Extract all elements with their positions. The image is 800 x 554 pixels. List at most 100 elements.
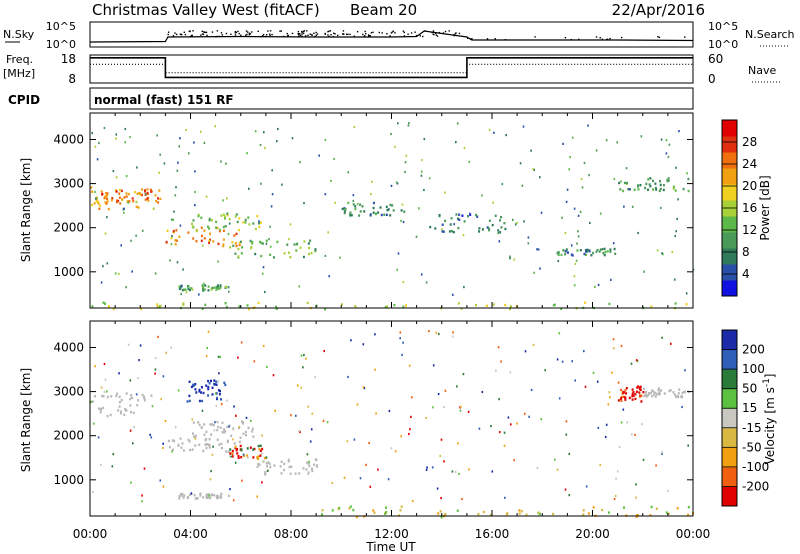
nsky-point [453,34,455,37]
range-cell [267,461,270,464]
range-cell [115,176,118,179]
range-cell [118,272,120,275]
range-cell [100,281,103,284]
nsky-point [422,35,424,38]
range-cell [234,252,237,255]
nsky-point [267,30,269,32]
range-cell [652,179,654,183]
range-cell [587,124,589,127]
range-cell [386,209,389,212]
range-cell [200,226,203,229]
range-cell [372,509,375,512]
range-cell [103,390,106,394]
range-cell [530,388,533,391]
range-cell [307,242,310,245]
range-cell [518,512,521,515]
range-cell [385,205,388,209]
range-cell [486,226,489,229]
range-cell [452,331,454,334]
range-cell [219,284,222,287]
range-cell [156,134,158,137]
range-cell [314,458,317,461]
freq-tick-bottom: 8 [68,72,76,86]
range-cell [207,225,209,228]
range-cell [137,206,140,209]
range-cell [452,231,455,234]
range-cell [622,189,625,193]
range-cell [677,392,680,395]
range-cell [237,456,240,459]
range-cell [261,242,264,245]
range-cell [136,166,138,169]
range-cell [354,305,357,308]
range-cell [649,514,652,517]
range-cell [244,221,247,224]
colorbar-cell [722,168,737,185]
range-cell [609,248,612,251]
range-cell [116,392,119,395]
range-cell [299,430,301,434]
range-cell [288,238,290,241]
range-cell [160,398,162,401]
range-cell [309,440,312,443]
range-cell [229,452,232,455]
range-cell [203,237,206,240]
nsky-point [316,33,319,35]
range-cell [411,396,413,399]
range-cell [283,468,286,472]
range-cell [674,234,676,238]
range-cell [599,248,602,251]
range-cell [300,354,303,357]
range-cell [120,244,122,247]
range-cell [236,220,239,224]
range-cell [207,289,210,292]
y-tick-label: 2000 [53,429,84,443]
range-cell [150,394,153,397]
range-cell [657,388,660,392]
freq-label-line2: [MHz] [3,67,35,80]
nsky-point [172,35,175,37]
range-cell [221,446,223,450]
range-cell [577,230,579,233]
range-cell [257,444,260,448]
range-cell [402,220,405,224]
range-cell [676,507,679,510]
nsky-point [215,36,217,38]
nsky-point [365,33,367,35]
range-cell [223,431,226,434]
range-cell [399,331,402,334]
range-cell [193,141,195,144]
range-cell [206,493,209,497]
nsky-point [286,32,288,35]
range-cell [370,193,372,196]
range-cell [202,288,205,292]
nsky-point [370,32,373,34]
range-cell [235,414,237,417]
range-cell [135,200,138,204]
range-cell [296,242,299,246]
range-cell [207,330,210,333]
range-cell [250,245,253,249]
range-cell [131,270,133,273]
range-cell [571,360,573,363]
y-tick-label: 4000 [53,340,84,354]
range-cell [112,453,115,456]
range-cell [281,183,283,186]
range-cell [667,512,670,515]
range-cell [590,254,593,257]
range-cell [462,234,465,237]
range-cell [302,366,304,369]
range-cell [118,395,121,399]
range-cell [201,386,203,389]
range-cell [187,285,190,289]
range-cell [557,251,560,254]
nsky-point [263,33,265,36]
range-cell [604,435,607,439]
range-cell [214,421,216,424]
range-cell [643,394,646,398]
range-cell [581,186,584,189]
nsky-point [458,32,461,35]
range-cell [349,211,352,214]
range-cell [247,216,250,219]
range-cell [102,395,105,398]
